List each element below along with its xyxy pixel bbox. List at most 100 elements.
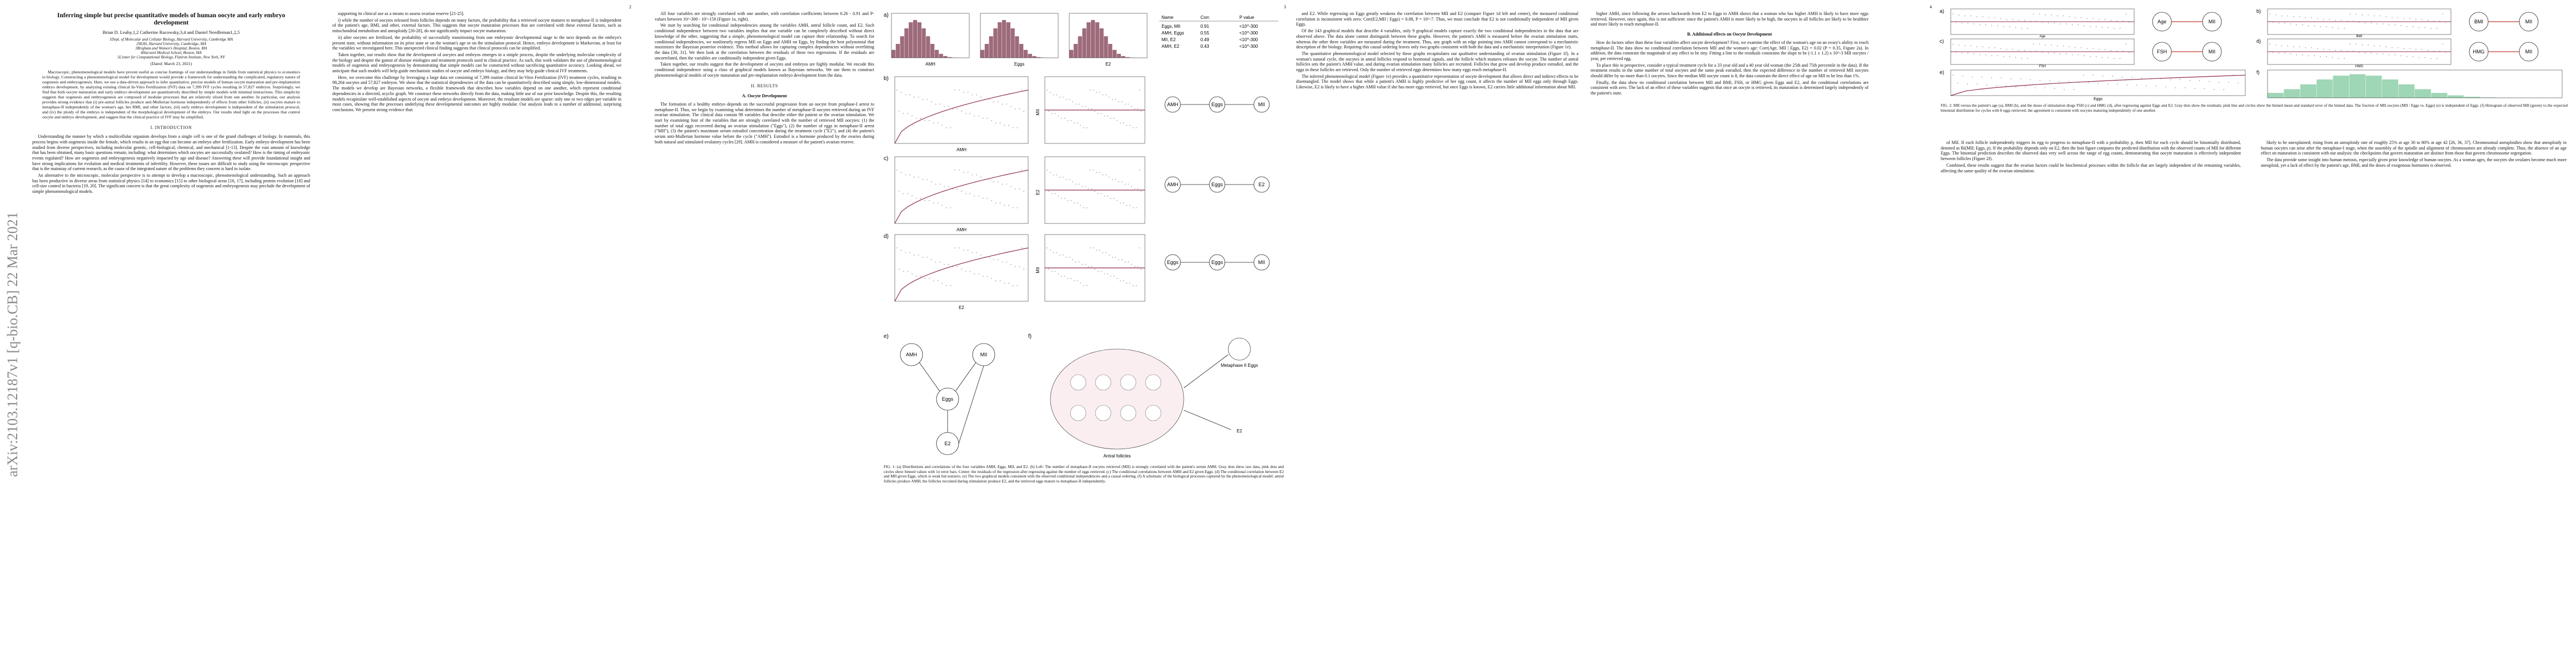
- scatter-dot: [1023, 268, 1025, 270]
- scatter-dot: [2430, 28, 2431, 29]
- scatter-dot: [918, 254, 919, 256]
- scatter-dot: [1091, 266, 1093, 267]
- scatter-dot: [909, 252, 911, 253]
- scatter-dot: [1971, 76, 1973, 78]
- scatter-dot: [1967, 83, 1969, 85]
- scatter-dot: [1107, 115, 1108, 117]
- scatter-dot: [2000, 48, 2001, 49]
- scatter-dot: [1137, 266, 1139, 267]
- scatter-dot: [2442, 43, 2444, 45]
- paragraph: The quantitative phenomenological model …: [1296, 51, 1578, 73]
- graph-node: [900, 343, 923, 366]
- figure-2: a) b) c) d) e) f) Age Age MII BMI BMI MII FSH FSH MII H…: [1940, 8, 2563, 101]
- scatter-dot: [969, 113, 971, 115]
- scatter-dot: [1099, 250, 1100, 251]
- plot-frame: [891, 13, 970, 58]
- hist-bar: [984, 43, 989, 58]
- scatter-dot: [1128, 183, 1129, 185]
- scatter-dot: [1004, 205, 1005, 206]
- scatter-dot: [1059, 176, 1060, 178]
- scatter-dot: [2281, 45, 2283, 47]
- scatter-dot: [2112, 75, 2114, 77]
- scatter-dot: [1967, 52, 1969, 54]
- figure-caption: FIG. 1: (a) Distributions and correlatio…: [884, 465, 1284, 484]
- paragraph: The formation of a healthy embryo depend…: [655, 101, 874, 145]
- scatter-dot: [2338, 28, 2339, 29]
- scatter-dot: [2278, 52, 2280, 54]
- scatter-dot: [1097, 113, 1099, 115]
- scatter-dot: [1023, 111, 1025, 112]
- node-label: AMH: [1167, 182, 1178, 187]
- scatter-dot: [1021, 170, 1023, 171]
- scatter-dot: [1110, 197, 1112, 199]
- scatter-dot: [1130, 263, 1132, 265]
- scatter-dot: [956, 108, 958, 109]
- hist-bar: [948, 57, 952, 58]
- panel-label: f): [1028, 334, 1032, 340]
- scatter-dot: [2370, 22, 2372, 24]
- scatter-dot: [903, 113, 904, 115]
- scatter-dot: [2329, 18, 2330, 20]
- follicle: [1145, 374, 1162, 391]
- scatter-dot: [1075, 103, 1077, 105]
- scatter-dot: [2335, 19, 2336, 21]
- hist-bar: [2382, 79, 2399, 98]
- scatter-dot: [2015, 27, 2016, 28]
- scatter-dot: [898, 191, 900, 192]
- scatter-dot: [1117, 200, 1118, 202]
- scatter-dot: [1113, 197, 1115, 199]
- scatter-dot: [1130, 186, 1132, 187]
- scatter-dot: [1962, 75, 1964, 77]
- hist-bar: [926, 36, 930, 58]
- text-column: higher AMH, since following the arrows b…: [1591, 11, 1869, 97]
- graph-edge: [958, 365, 984, 444]
- scatter-dot: [1004, 282, 1005, 284]
- scatter-dot: [2199, 79, 2200, 81]
- scatter-dot: [2314, 55, 2315, 57]
- hist-bar: [900, 36, 904, 58]
- scatter-dot: [2110, 19, 2112, 21]
- scatter-dot: [963, 250, 964, 251]
- scatter-dot: [2104, 48, 2106, 50]
- scatter-dot: [1070, 120, 1072, 122]
- scatter-dot: [969, 271, 971, 272]
- scatter-dot: [1991, 55, 1992, 57]
- scatter-dot: [2032, 43, 2034, 45]
- hist-bar: [917, 22, 921, 58]
- scatter-dot: [1065, 98, 1067, 100]
- paragraph: Taken together, our results suggest that…: [655, 62, 874, 78]
- scatter-dot: [1084, 263, 1086, 265]
- scatter-dot: [1095, 250, 1097, 251]
- scatter-dot: [2320, 26, 2321, 27]
- scatter-dot: [2299, 16, 2300, 18]
- scatter-dot: [2110, 49, 2112, 51]
- scatter-dot: [1006, 261, 1008, 263]
- scatter-dot: [1006, 103, 1008, 105]
- scatter-dot: [918, 176, 919, 178]
- diagram-label: Metaphase II Eggs: [1221, 363, 1258, 368]
- hist-bar: [1108, 43, 1113, 58]
- scatter-dot: [997, 101, 999, 103]
- table-cell: AMH, E2: [1162, 44, 1180, 49]
- scatter-dot: [2086, 18, 2088, 19]
- scatter-dot: [2361, 14, 2363, 16]
- hist-bar: [1073, 43, 1078, 58]
- scatter-dot: [2077, 24, 2079, 26]
- scatter-dot: [2418, 57, 2420, 58]
- scatter-dot: [1060, 275, 1062, 277]
- scatter-dot: [2340, 49, 2342, 51]
- scatter-dot: [2368, 44, 2369, 46]
- scatter-dot: [1105, 94, 1107, 96]
- scatter-dot: [1088, 108, 1089, 109]
- scatter-dot: [929, 120, 930, 122]
- scatter-dot: [1010, 263, 1012, 265]
- scatter-dot: [2095, 56, 2097, 57]
- follicle: [1070, 405, 1087, 421]
- scatter-dot: [939, 261, 941, 263]
- text-column: likely to be unexplained; rising from an…: [2261, 140, 2567, 170]
- scatter-dot: [1112, 98, 1113, 100]
- axis-label: E2: [1035, 190, 1040, 195]
- scatter-dot: [1051, 271, 1053, 272]
- scatter-dot: [2278, 22, 2280, 24]
- scatter-dot: [1135, 207, 1137, 208]
